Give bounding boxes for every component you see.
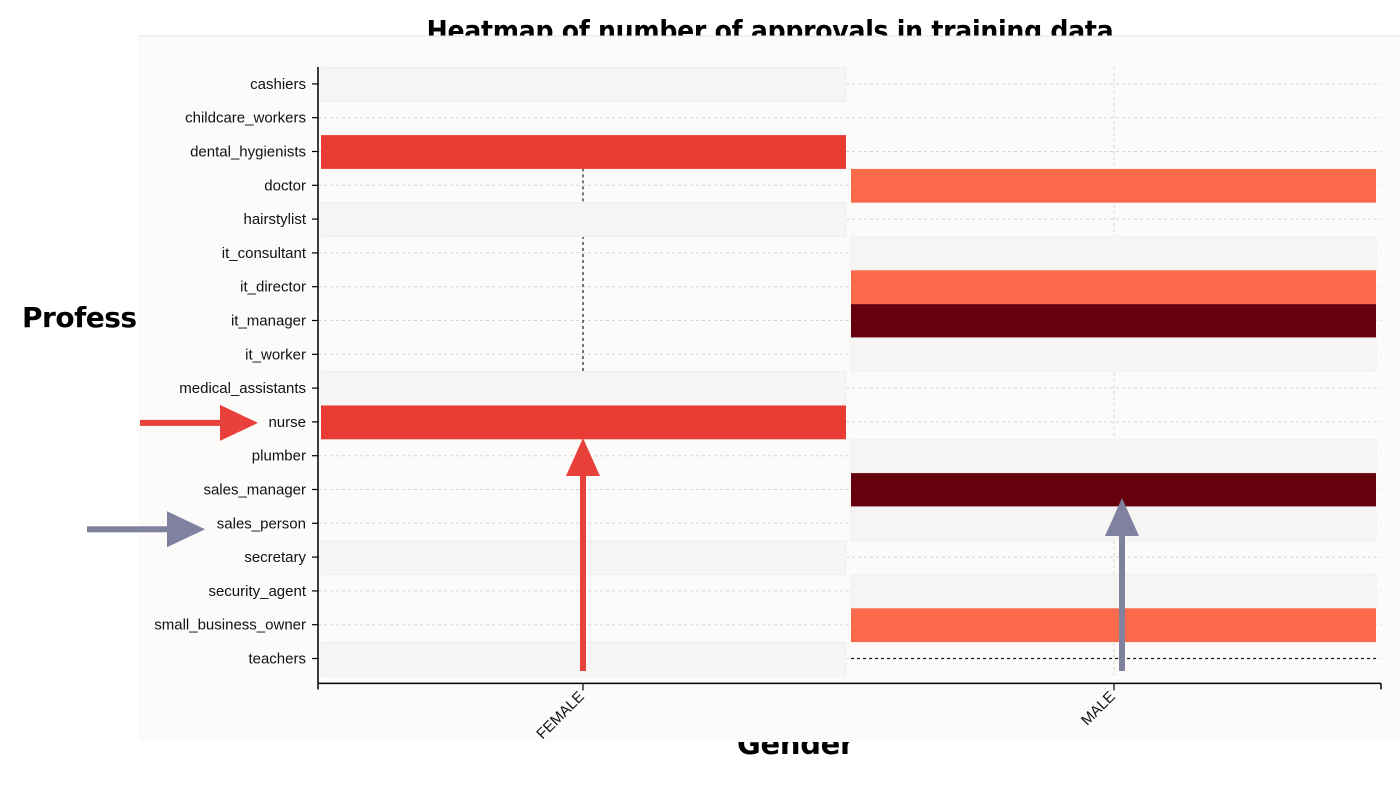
x-tick-label-FEMALE: FEMALE — [533, 688, 587, 742]
y-tick-label-nurse: nurse — [268, 414, 306, 431]
heatmap-cell-sales_manager-MALE — [851, 473, 1376, 507]
y-tick-label-sales_person: sales_person — [217, 515, 306, 532]
heatmap-cell-security_agent-MALE — [850, 574, 1377, 609]
heatmap-cell-sales_person-MALE — [850, 506, 1377, 542]
y-axis-title: Profession — [22, 301, 184, 334]
y-tick-label-security_agent: security_agent — [208, 583, 306, 600]
heatmap-cell-cashiers-FEMALE — [320, 67, 847, 102]
y-tick-label-sales_manager: sales_manager — [203, 482, 306, 499]
y-tick-label-teachers: teachers — [248, 651, 306, 668]
y-tick-label-it_worker: it_worker — [245, 346, 306, 363]
y-tick-label-plumber: plumber — [252, 448, 306, 465]
heatmap-cell-teachers-FEMALE — [320, 641, 847, 677]
x-tick-label-MALE: MALE — [1078, 688, 1119, 729]
y-tick-label-hairstylist: hairstylist — [243, 211, 306, 228]
y-tick-label-childcare_workers: childcare_workers — [185, 110, 306, 127]
female-column-arrow — [566, 438, 600, 671]
heatmap-cell-small_business_owner-MALE — [851, 608, 1376, 643]
nurse-row-arrow — [140, 404, 258, 441]
heatmap-cell-medical_assistants-FEMALE — [320, 371, 847, 407]
y-tick-label-it_director: it_director — [240, 279, 306, 296]
heatmap-cell-dental_hygienists-FEMALE — [321, 135, 846, 169]
x-axis-title: Gender — [737, 727, 855, 761]
heatmap-cell-secretary-FEMALE — [320, 540, 847, 576]
chart-title: Heatmap of number of approvals in traini… — [426, 14, 1114, 47]
heatmap-cell-it_director-MALE — [851, 270, 1376, 305]
y-tick-label-doctor: doctor — [264, 177, 306, 194]
heatmap-cell-doctor-MALE — [851, 168, 1376, 203]
y-tick-label-it_consultant: it_consultant — [222, 245, 307, 262]
heatmap-cell-it_manager-MALE — [851, 304, 1376, 338]
heatmap-cell-it_consultant-MALE — [850, 236, 1377, 271]
y-tick-label-medical_assistants: medical_assistants — [179, 380, 306, 397]
y-tick-label-dental_hygienists: dental_hygienists — [190, 144, 306, 161]
heatmap-cell-nurse-FEMALE — [321, 405, 846, 440]
plot-background — [138, 36, 1400, 742]
y-tick-label-cashiers: cashiers — [250, 76, 306, 93]
sales-person-row-arrow — [87, 511, 205, 548]
heatmap-cell-it_worker-MALE — [850, 337, 1377, 373]
y-tick-label-it_manager: it_manager — [231, 313, 306, 330]
heatmap-cell-plumber-MALE — [850, 438, 1377, 474]
y-tick-label-secretary: secretary — [244, 549, 306, 566]
y-tick-label-small_business_owner: small_business_owner — [154, 617, 306, 634]
heatmap-cell-hairstylist-FEMALE — [320, 202, 847, 237]
male-column-arrow — [1105, 498, 1139, 671]
